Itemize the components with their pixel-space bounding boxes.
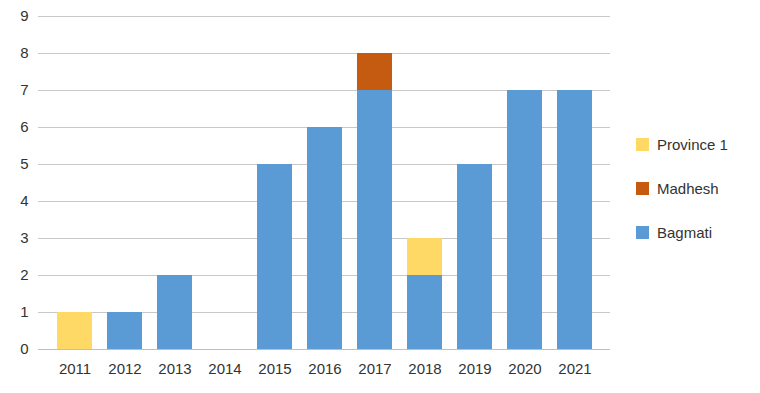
svg-text:1: 1 (20, 303, 28, 320)
svg-text:0: 0 (20, 340, 28, 357)
svg-text:7: 7 (20, 81, 28, 98)
svg-text:2020: 2020 (508, 360, 541, 377)
svg-text:2: 2 (20, 266, 28, 283)
svg-text:2012: 2012 (108, 360, 141, 377)
svg-text:2015: 2015 (258, 360, 291, 377)
svg-text:2011: 2011 (59, 360, 91, 377)
svg-text:2019: 2019 (458, 360, 491, 377)
svg-text:9: 9 (20, 7, 28, 24)
svg-text:2021: 2021 (558, 360, 591, 377)
svg-text:2014: 2014 (208, 360, 241, 377)
svg-text:6: 6 (20, 118, 28, 135)
html-text:Province 1: Province 1 (657, 135, 728, 153)
svg-text:2018: 2018 (408, 360, 441, 377)
svg-text:5: 5 (20, 155, 28, 172)
html-text:Bagmati: Bagmati (657, 223, 712, 241)
svg-text:2016: 2016 (308, 360, 341, 377)
svg-text:8: 8 (20, 44, 28, 61)
svg-text:2013: 2013 (158, 360, 191, 377)
svg-text:2017: 2017 (358, 360, 391, 377)
html-text:Madhesh: Madhesh (657, 179, 719, 197)
svg-text:4: 4 (20, 192, 28, 209)
svg-text:3: 3 (20, 229, 28, 246)
